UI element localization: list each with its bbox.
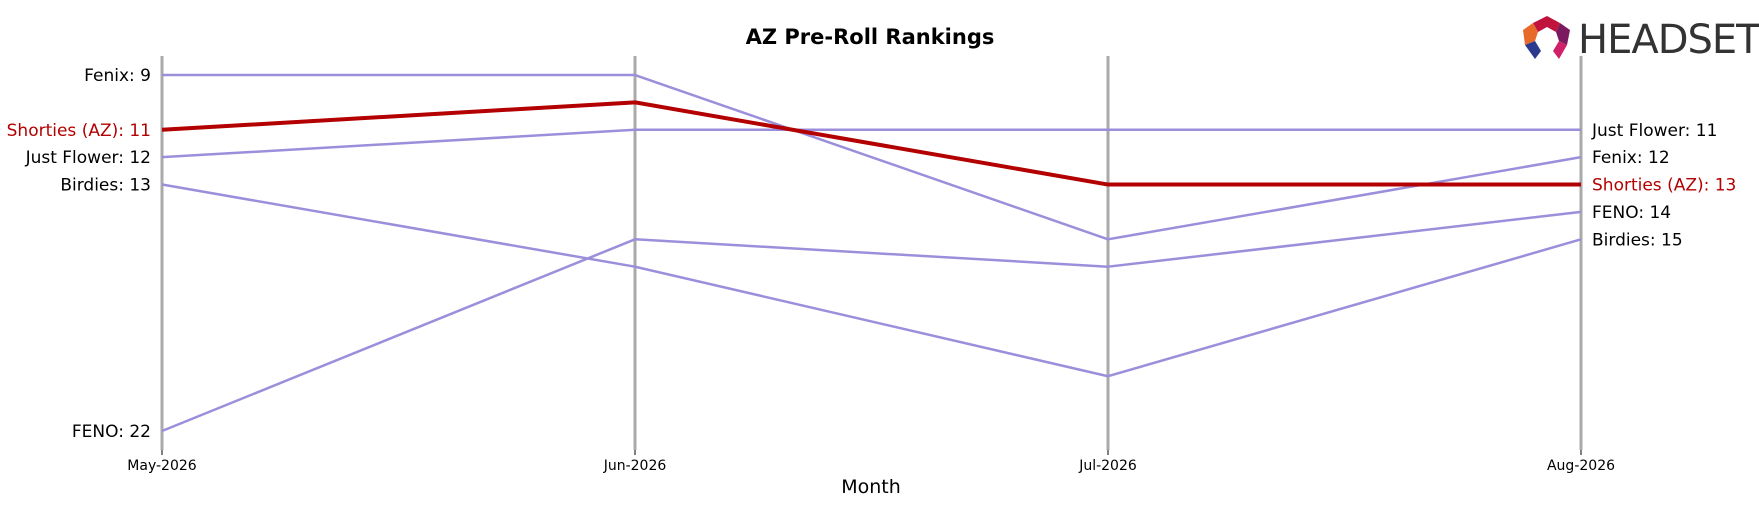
end-label-just-flower: Just Flower: 11 — [1591, 121, 1717, 141]
end-label-birdies: Birdies: 15 — [1592, 230, 1683, 250]
start-label-shorties-az: Shorties (AZ): 11 — [7, 121, 151, 141]
month-axes — [160, 56, 1583, 455]
x-tick-labels: May-2026 Jun-2026 Jul-2026 Aug-2026 — [127, 458, 1615, 474]
end-label-fenix: Fenix: 12 — [1592, 148, 1670, 168]
x-tick-label: Jun-2026 — [603, 458, 667, 474]
series-line-just-flower — [161, 128, 1581, 159]
end-label-shorties-az: Shorties (AZ): 13 — [1592, 176, 1736, 196]
series-line-fenix — [162, 73, 1582, 241]
headset-logo: HEADSET — [1523, 16, 1759, 63]
start-label-feno: FENO: 22 — [72, 422, 151, 442]
series-line-feno — [161, 210, 1582, 433]
x-tick-label: Aug-2026 — [1547, 458, 1615, 474]
start-label-just-flower: Just Flower: 12 — [25, 148, 151, 168]
series-lines — [161, 73, 1582, 433]
chart-title: AZ Pre-Roll Rankings — [746, 25, 995, 49]
series-line-birdies — [161, 183, 1582, 378]
start-label-fenix: Fenix: 9 — [84, 66, 151, 86]
headset-logo-text: HEADSET — [1578, 17, 1759, 63]
end-labels: Fenix: 9 Fenix: 12 Just Flower: 12 Just Flo… — [7, 66, 1737, 442]
x-tick-label: Jul-2026 — [1078, 458, 1137, 474]
x-tick-label: May-2026 — [127, 458, 196, 474]
series-line-shorties-az — [161, 100, 1581, 187]
x-axis-label: Month — [841, 476, 901, 498]
headset-logo-icon — [1523, 16, 1570, 59]
end-label-feno: FENO: 14 — [1592, 203, 1671, 223]
start-label-birdies: Birdies: 13 — [60, 176, 151, 196]
